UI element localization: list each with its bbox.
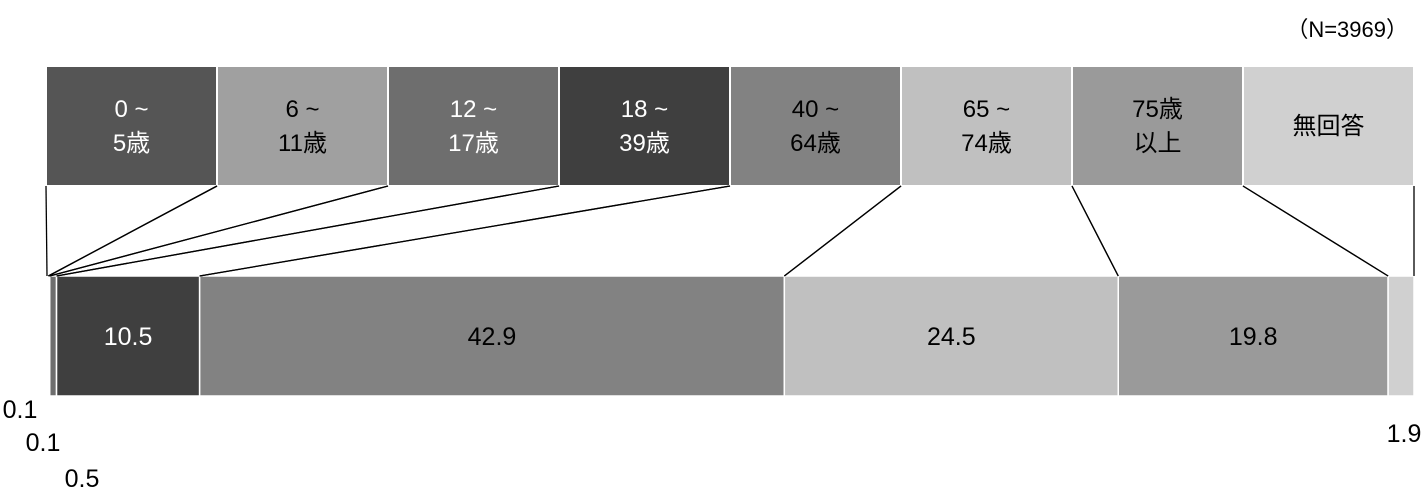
data-label: 0.5 bbox=[65, 465, 100, 493]
bar-segment bbox=[198, 275, 786, 397]
legend-label: 5歳 bbox=[113, 130, 150, 157]
legend-label: 18 ~ bbox=[621, 96, 668, 123]
legend-label: 74歳 bbox=[961, 130, 1012, 157]
legend-cell bbox=[387, 65, 560, 187]
legend-label: 11歳 bbox=[278, 130, 327, 157]
sample-size-label: （N=3969） bbox=[1286, 17, 1408, 42]
legend-label: 6 ~ bbox=[285, 96, 319, 123]
data-label: 10.5 bbox=[104, 323, 153, 351]
legend-cell bbox=[1071, 65, 1244, 187]
legend-cell bbox=[900, 65, 1073, 187]
legend-label: 65 ~ bbox=[963, 96, 1010, 123]
data-label: 24.5 bbox=[927, 323, 976, 351]
connector-line bbox=[1071, 185, 1119, 277]
legend-label: 17歳 bbox=[448, 130, 499, 157]
legend-label: 39歳 bbox=[619, 130, 670, 157]
data-label: 19.8 bbox=[1229, 323, 1278, 351]
legend-cell bbox=[729, 65, 902, 187]
bar-segment bbox=[1117, 275, 1389, 397]
legend-label: 40 ~ bbox=[792, 96, 839, 123]
connector-line bbox=[1242, 185, 1389, 277]
bar-segment bbox=[48, 275, 58, 397]
legend-cell bbox=[558, 65, 731, 187]
data-label: 0.1 bbox=[26, 429, 61, 457]
legend-label: 無回答 bbox=[1293, 113, 1365, 140]
legend-cell bbox=[1242, 65, 1415, 187]
data-label: 0.1 bbox=[3, 396, 38, 424]
connector-line bbox=[199, 185, 731, 277]
legend-label: 12 ~ bbox=[450, 96, 497, 123]
data-label: 42.9 bbox=[468, 323, 517, 351]
connector-line bbox=[783, 185, 902, 277]
bar-segment bbox=[55, 275, 201, 397]
bar-segment bbox=[1387, 275, 1415, 397]
legend-label: 0 ~ bbox=[114, 96, 148, 123]
connector-line bbox=[48, 185, 218, 277]
connector-line bbox=[56, 185, 560, 277]
legend-label: 64歳 bbox=[790, 130, 841, 157]
connector-line bbox=[49, 185, 389, 277]
legend-label: 以上 bbox=[1134, 130, 1182, 157]
legend-cell bbox=[216, 65, 389, 187]
legend-cell bbox=[45, 65, 218, 187]
legend-label: 75歳 bbox=[1132, 96, 1183, 123]
data-label: 1.9 bbox=[1387, 420, 1422, 448]
connector-line bbox=[45, 185, 48, 277]
